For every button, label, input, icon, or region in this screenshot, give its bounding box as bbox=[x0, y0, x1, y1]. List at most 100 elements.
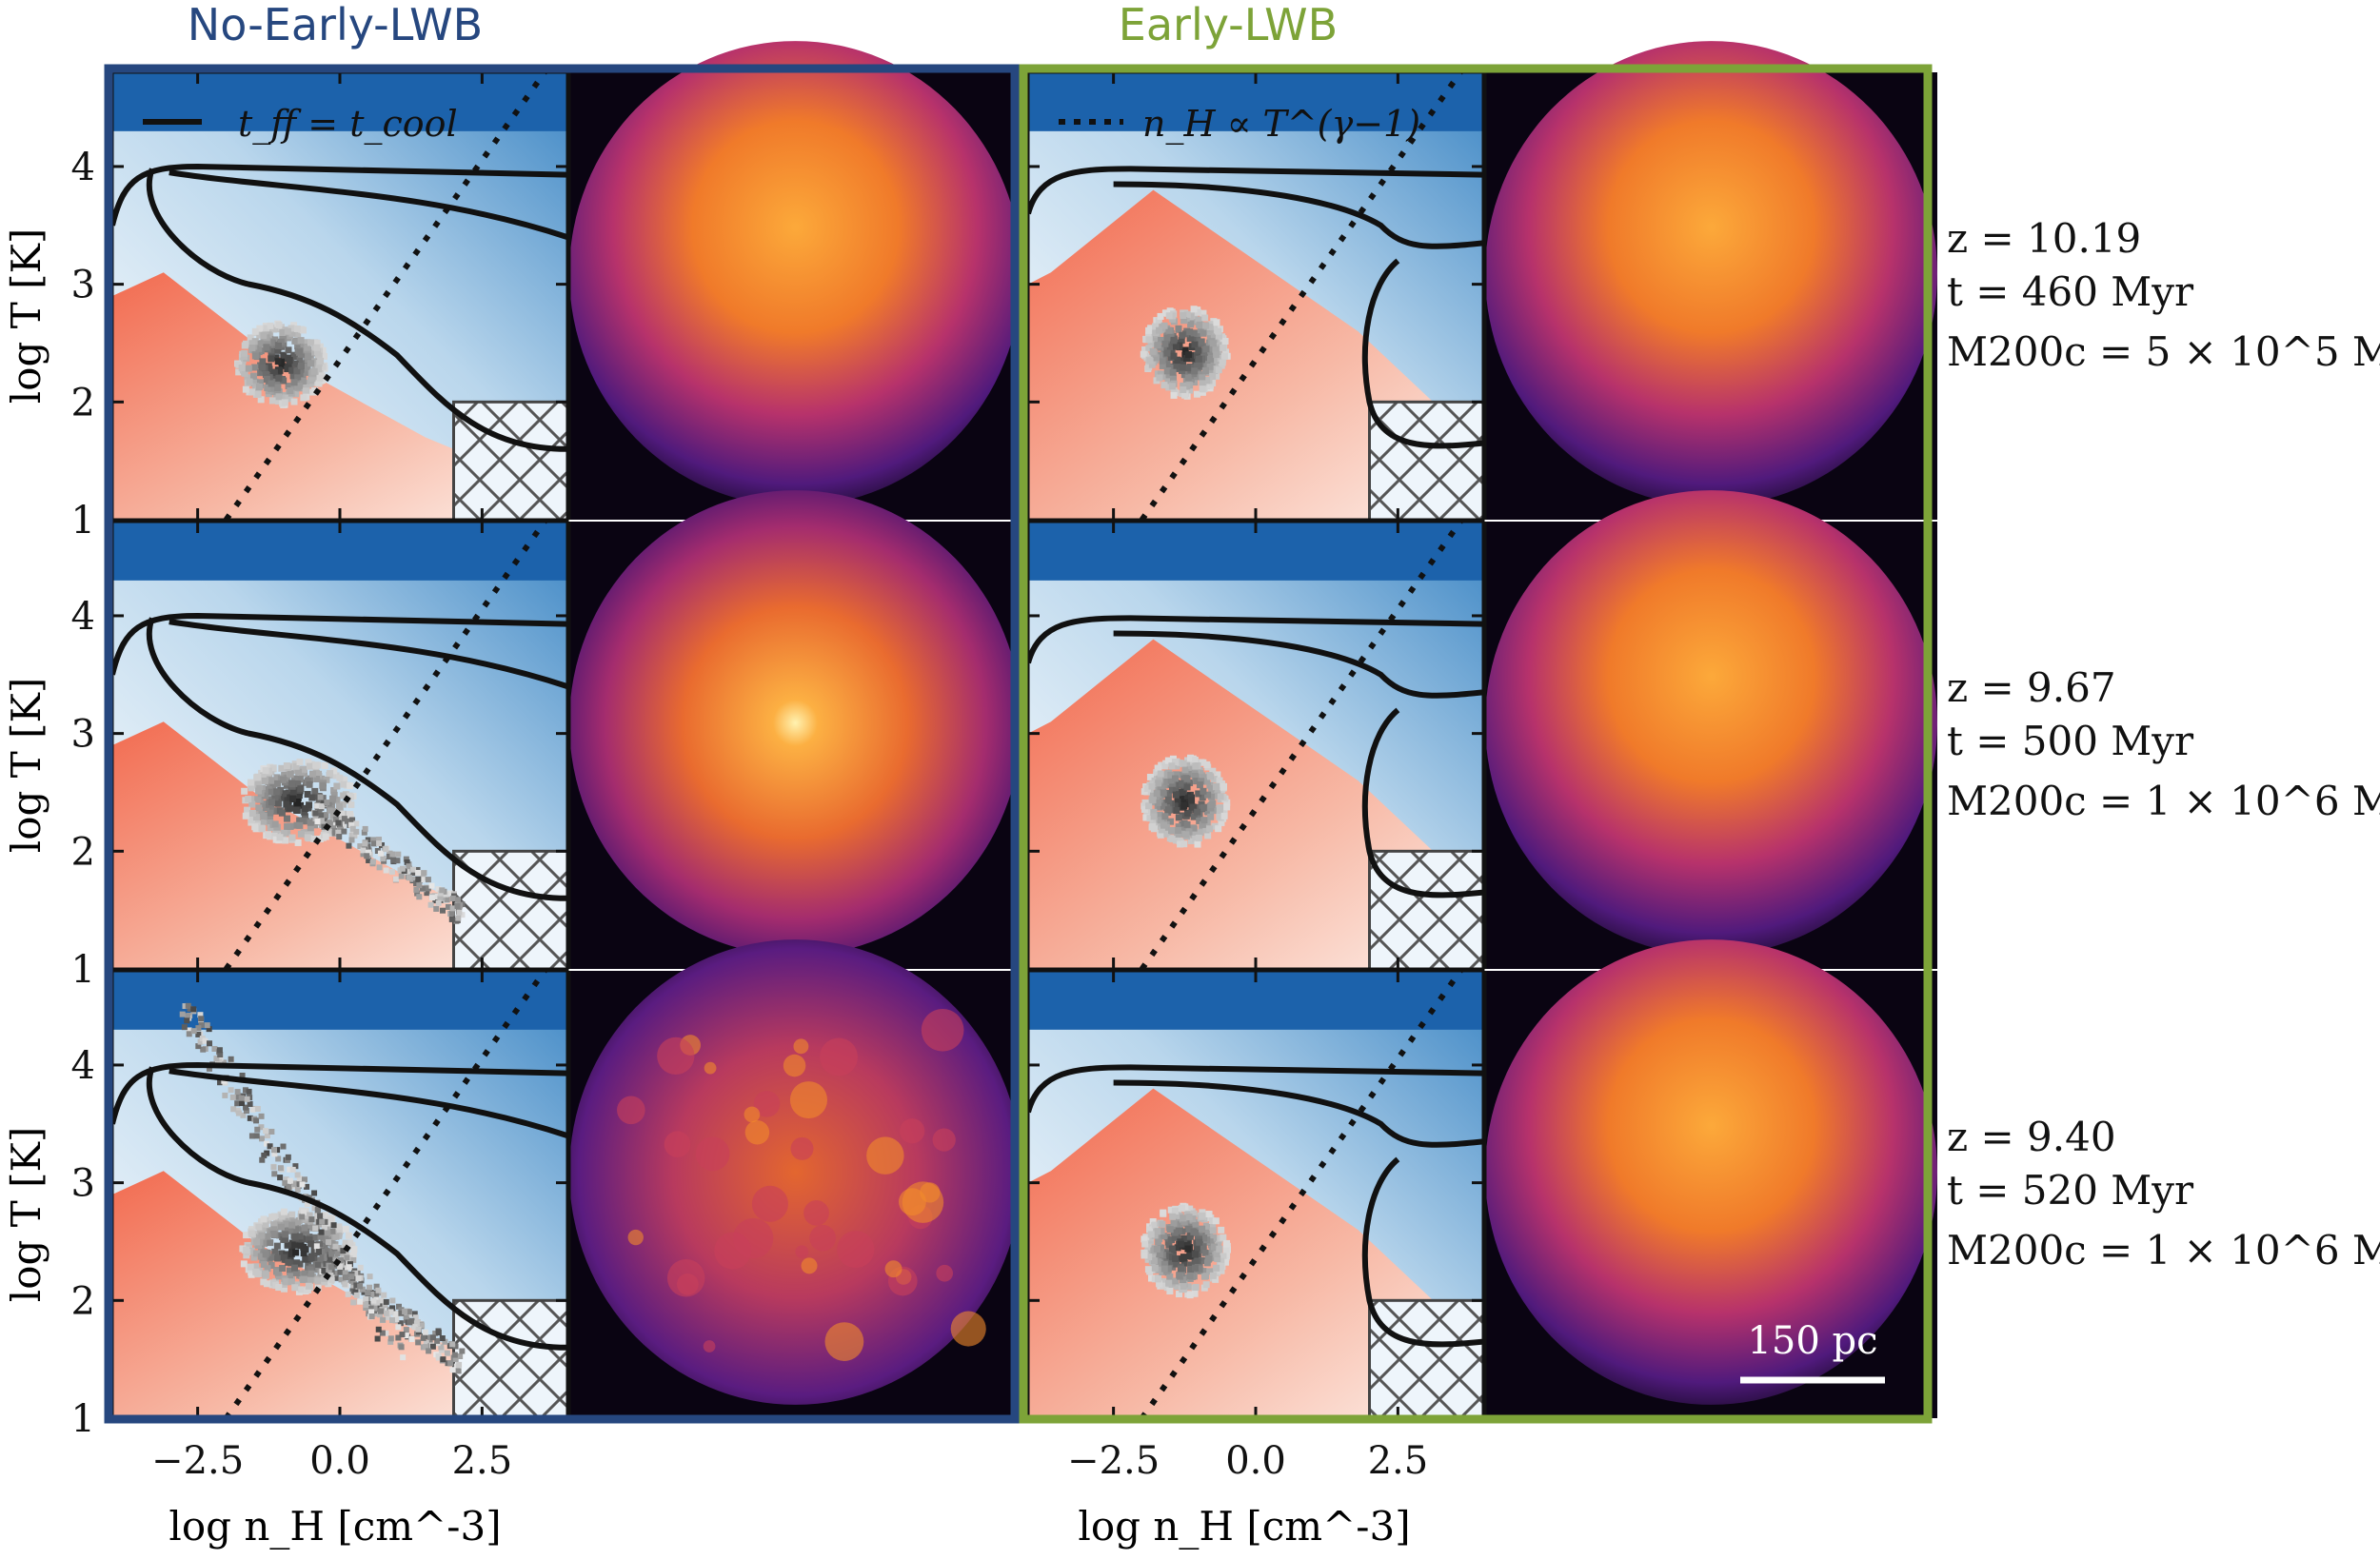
x-tick-label: 0.0 bbox=[309, 1439, 370, 1483]
row-1-time: t = 460 Myr bbox=[1947, 268, 2194, 315]
gas-filament bbox=[824, 1322, 864, 1361]
x-tick-label: 0.0 bbox=[1225, 1439, 1286, 1483]
adiabat-line bbox=[224, 971, 547, 1418]
row-2-mass: M200c = 1 × 10^6 M☉ bbox=[1947, 778, 2380, 824]
y-tick-label: 1 bbox=[71, 1397, 95, 1441]
row-3-redshift: z = 9.40 bbox=[1947, 1114, 2116, 1160]
gas-filament bbox=[789, 1081, 828, 1119]
gas-filament bbox=[898, 1188, 926, 1216]
tff-tcool-contour bbox=[1028, 166, 1483, 449]
gas-phase-distribution bbox=[1140, 1202, 1231, 1299]
gas-filament bbox=[932, 1128, 956, 1152]
gas-filament bbox=[617, 1096, 645, 1125]
gas-filament bbox=[704, 1061, 717, 1075]
density-projections bbox=[567, 41, 1937, 1418]
projection-left-row-1 bbox=[567, 41, 1021, 520]
gas-filament bbox=[695, 1136, 730, 1172]
gas-filament bbox=[744, 1119, 770, 1145]
row-1-redshift: z = 10.19 bbox=[1947, 215, 2141, 262]
gas-phase-distribution bbox=[241, 759, 466, 924]
adiabat-line bbox=[1140, 971, 1463, 1418]
gas-density-glow bbox=[569, 41, 1021, 506]
y-tick-label: 4 bbox=[71, 146, 95, 189]
gas-filament bbox=[744, 1106, 761, 1123]
adiabat-line bbox=[1140, 522, 1463, 969]
gas-filament bbox=[783, 1054, 806, 1077]
tff-tcool-contour bbox=[112, 1061, 567, 1351]
gas-filament bbox=[801, 1257, 818, 1274]
gas-phase-distribution bbox=[234, 320, 328, 408]
gas-filament bbox=[936, 1264, 954, 1282]
y-axis-label-row1: log T [K] bbox=[3, 228, 50, 404]
row-1-annotation: z = 10.19 t = 460 Myr M200c = 5 × 10^5 M… bbox=[1947, 215, 2380, 375]
y-tick-label: 3 bbox=[71, 1162, 95, 1206]
no-early-lwb-frame bbox=[104, 64, 1020, 1424]
adiabat-line bbox=[224, 522, 547, 969]
scale-bar: 150 pc bbox=[1740, 1319, 1885, 1384]
legend-dotted-label: n_H ∝ T^(γ−1) bbox=[1142, 103, 1420, 146]
y-tick-label: 2 bbox=[71, 1279, 95, 1323]
x-tick-label: −2.5 bbox=[1067, 1439, 1160, 1483]
gas-filament bbox=[714, 1232, 752, 1270]
y-tick-label: 4 bbox=[71, 595, 95, 639]
y-tick-label: 4 bbox=[71, 1044, 95, 1088]
gas-filament bbox=[820, 1037, 859, 1076]
gas-density-glow bbox=[1485, 939, 1937, 1405]
gas-filament bbox=[664, 1131, 691, 1157]
gas-filament bbox=[803, 1200, 829, 1226]
gas-filament bbox=[866, 1136, 904, 1175]
gas-filament bbox=[703, 1340, 716, 1353]
gas-density-glow bbox=[1485, 41, 1937, 506]
excluded-region-hatch bbox=[452, 400, 567, 520]
projection-right-row-3 bbox=[1483, 939, 1937, 1418]
excluded-region-hatch bbox=[1368, 1298, 1483, 1418]
adiabat-line bbox=[224, 72, 547, 520]
y-axis-label-row3: log T [K] bbox=[3, 1127, 50, 1302]
x-tick-label: 2.5 bbox=[1368, 1439, 1429, 1483]
legend-dotted: n_H ∝ T^(γ−1) bbox=[1059, 103, 1420, 146]
legend-solid-label: t_ff = t_cool bbox=[238, 103, 458, 146]
gas-filament bbox=[753, 1091, 781, 1117]
tff-tcool-contour bbox=[1028, 1064, 1483, 1348]
gas-filament bbox=[837, 1231, 875, 1269]
early-lwb-frame bbox=[1019, 64, 1933, 1424]
scale-bar-label: 150 pc bbox=[1747, 1319, 1877, 1363]
gas-filament bbox=[795, 1245, 809, 1259]
phase-diagram-right-row-2 bbox=[1026, 520, 1485, 971]
row-2-time: t = 500 Myr bbox=[1947, 718, 2194, 764]
phase-diagram-right-row-1 bbox=[1026, 70, 1485, 522]
projection-right-row-2 bbox=[1483, 490, 1937, 969]
gas-phase-distribution bbox=[1140, 306, 1231, 400]
excluded-region-hatch bbox=[1368, 400, 1483, 520]
row-2-annotation: z = 9.67 t = 500 Myr M200c = 1 × 10^6 M☉ bbox=[1947, 664, 2380, 824]
tff-tcool-contour bbox=[112, 612, 567, 901]
phase-diagram-left-row-1: 1 2 3 4 bbox=[71, 70, 569, 543]
row-1-mass: M200c = 5 × 10^5 M☉ bbox=[1947, 328, 2380, 375]
row-3-mass: M200c = 1 × 10^6 M☉ bbox=[1947, 1227, 2380, 1274]
y-tick-label: 1 bbox=[71, 499, 95, 543]
x-axis-label-left: log n_H [cm^-3] bbox=[169, 1503, 501, 1550]
gas-filament bbox=[677, 1273, 699, 1295]
tff-tcool-contour bbox=[1028, 615, 1483, 898]
gas-filament bbox=[627, 1229, 644, 1246]
phase-axes-frame bbox=[1026, 520, 1485, 971]
x-tick-label: 2.5 bbox=[452, 1439, 513, 1483]
projection-left-row-2 bbox=[567, 490, 1021, 969]
gas-phase-distribution bbox=[1140, 754, 1231, 848]
gas-filament bbox=[793, 1038, 809, 1055]
gas-filament bbox=[790, 1136, 814, 1160]
y-tick-label: 2 bbox=[71, 381, 95, 425]
gas-filament bbox=[751, 1185, 788, 1222]
gas-filament bbox=[657, 1037, 695, 1076]
gas-filament bbox=[950, 1311, 986, 1347]
phase-diagram-left-row-2: 1 2 3 4 bbox=[71, 520, 569, 992]
gas-density-glow bbox=[1485, 490, 1937, 956]
y-tick-label: 1 bbox=[71, 948, 95, 992]
x-axis-label-right: log n_H [cm^-3] bbox=[1078, 1503, 1410, 1550]
left-panel-title: No-Early-LWB bbox=[188, 0, 483, 50]
x-tick-label: −2.5 bbox=[151, 1439, 244, 1483]
excluded-region-hatch bbox=[1368, 849, 1483, 969]
y-axis-label-row2: log T [K] bbox=[3, 678, 50, 853]
projection-right-row-1 bbox=[1483, 41, 1937, 520]
